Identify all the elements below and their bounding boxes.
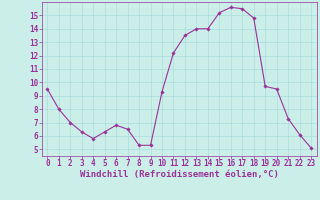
- X-axis label: Windchill (Refroidissement éolien,°C): Windchill (Refroidissement éolien,°C): [80, 170, 279, 179]
